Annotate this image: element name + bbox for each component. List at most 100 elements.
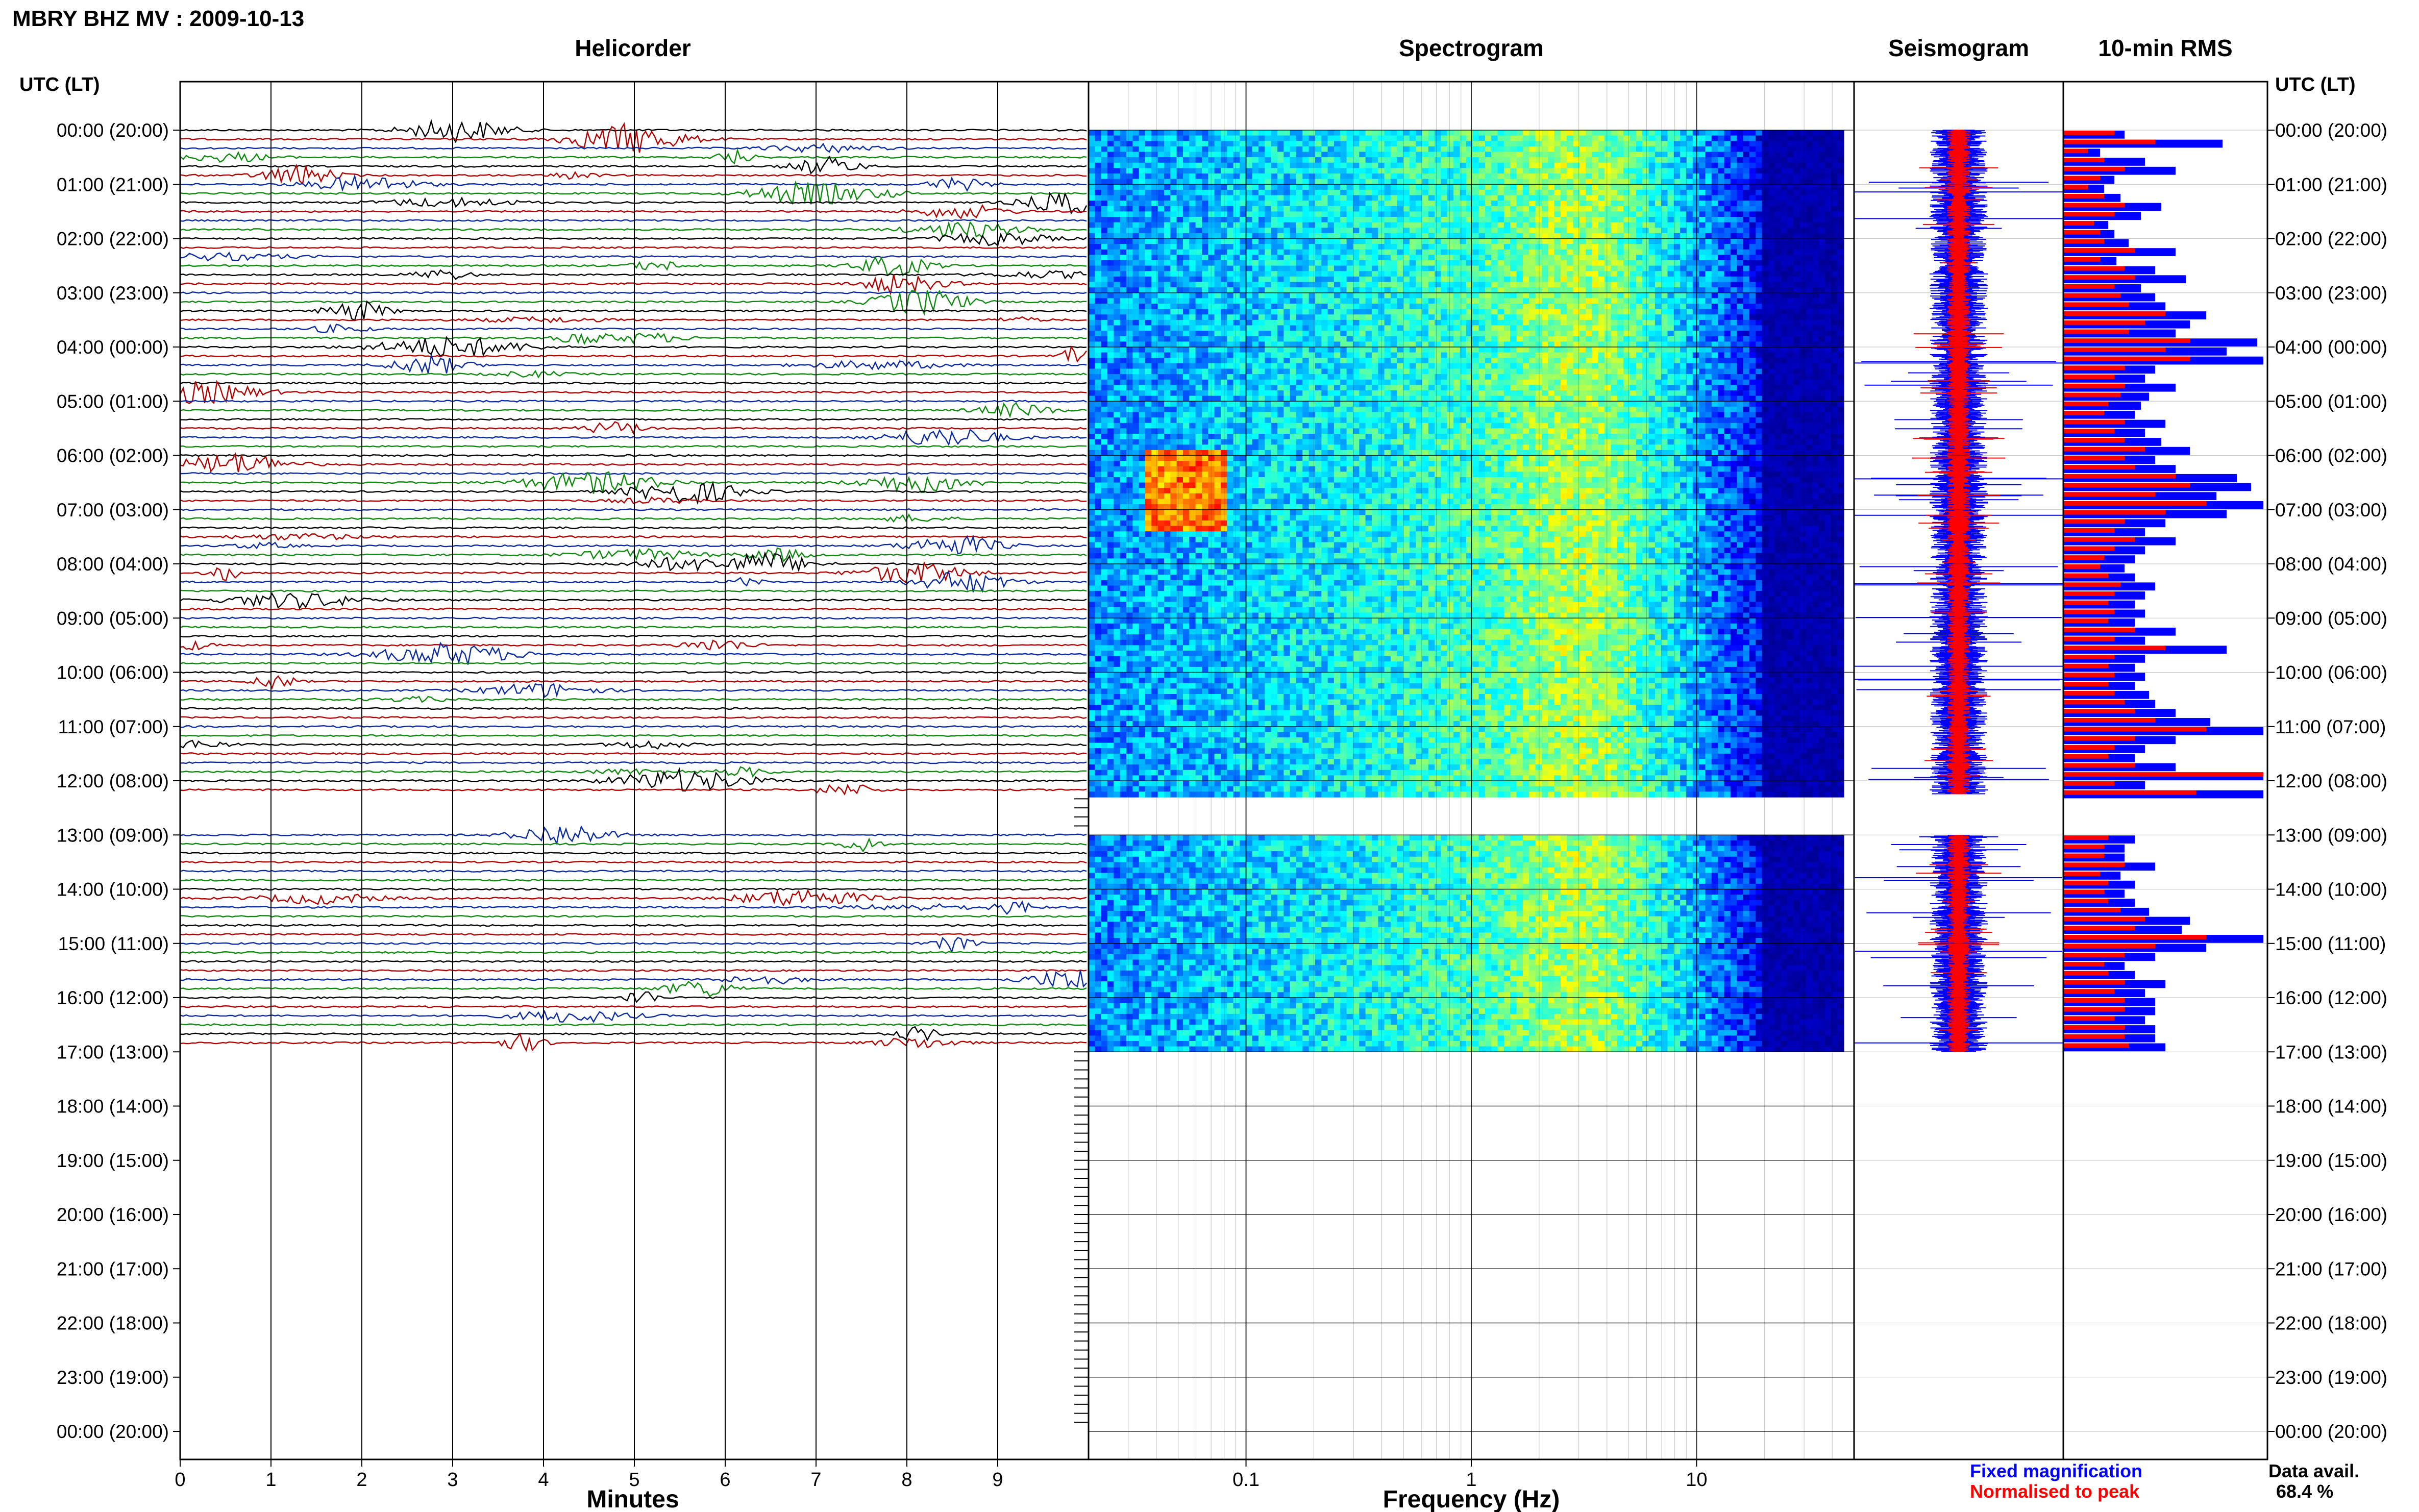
spectrogram-cell	[1756, 336, 1763, 342]
spectrogram-cell	[1718, 184, 1725, 190]
spectrogram-cell	[1516, 336, 1523, 342]
helicorder-trace	[180, 534, 1087, 555]
spectrogram-cell	[1818, 298, 1825, 304]
spectrogram-cell	[1837, 282, 1844, 288]
spectrogram-cell	[1806, 217, 1813, 223]
spectrogram-cell	[1806, 336, 1813, 342]
spectrogram-cell	[1352, 184, 1360, 190]
spectrogram-cell	[1095, 304, 1102, 310]
spectrogram-cell	[1692, 233, 1699, 239]
spectrogram-cell	[1139, 276, 1146, 283]
spectrogram-cell	[1636, 184, 1643, 190]
spectrogram-cell	[1346, 276, 1353, 283]
spectrogram-cell	[1258, 179, 1266, 185]
spectrogram-cell	[1718, 152, 1725, 158]
spectrogram-cell	[1416, 304, 1423, 310]
spectrogram-cell	[1724, 184, 1731, 190]
spectrogram-cell	[1302, 228, 1310, 234]
spectrogram-cell	[1151, 331, 1158, 337]
spectrogram-cell	[1787, 309, 1794, 315]
spectrogram-cell	[1164, 206, 1171, 212]
spectrogram-cell	[1718, 336, 1725, 342]
spectrogram-cell	[1799, 135, 1807, 141]
spectrogram-cell	[1416, 271, 1423, 277]
spectrogram-cell	[1252, 217, 1259, 223]
spectrogram-cell	[1283, 282, 1291, 288]
spectrogram-cell	[1246, 319, 1253, 326]
spectrogram-cell	[1510, 184, 1517, 190]
spectrogram-cell	[1202, 184, 1209, 190]
spectrogram-cell	[1548, 298, 1555, 304]
spectrogram-cell	[1516, 201, 1523, 207]
spectrogram-cell	[1095, 265, 1102, 271]
spectrogram-cell	[1151, 162, 1158, 169]
spectrogram-cell	[1497, 238, 1504, 244]
spectrogram-cell	[1567, 325, 1574, 331]
spectrogram-cell	[1529, 249, 1536, 256]
spectrogram-cell	[1258, 130, 1266, 136]
spectrogram-cell	[1655, 282, 1662, 288]
spectrogram-cell	[1101, 271, 1108, 277]
spectrogram-cell	[1441, 309, 1448, 315]
spectrogram-cell	[1598, 173, 1605, 180]
spectrogram-cell	[1315, 217, 1322, 223]
spectrogram-cell	[1334, 141, 1341, 147]
spectrogram-cell	[1756, 184, 1763, 190]
spectrogram-cell	[1485, 217, 1492, 223]
spectrogram-cell	[1749, 130, 1756, 136]
spectrogram-cell	[1151, 189, 1158, 196]
spectrogram-cell	[1762, 141, 1769, 147]
spectrogram-cell	[1346, 206, 1353, 212]
spectrogram-cell	[1384, 222, 1391, 228]
spectrogram-cell	[1592, 233, 1599, 239]
spectrogram-cell	[1302, 179, 1310, 185]
spectrogram-cell	[1472, 238, 1479, 244]
spectrogram-cell	[1089, 195, 1096, 201]
spectrogram-cell	[1692, 255, 1699, 261]
spectrogram-cell	[1573, 282, 1580, 288]
spectrogram-cell	[1378, 265, 1385, 271]
spectrogram-cell	[1145, 244, 1152, 250]
spectrogram-cell	[1403, 238, 1410, 244]
spectrogram-cell	[1485, 325, 1492, 331]
spectrogram-cell	[1655, 228, 1662, 234]
spectrogram-cell	[1265, 157, 1272, 163]
spectrogram-cell	[1586, 331, 1593, 337]
spectrogram-cell	[1824, 298, 1832, 304]
spectrogram-cell	[1692, 331, 1699, 337]
spectrogram-cell	[1535, 162, 1542, 169]
spectrogram-cell	[1579, 276, 1586, 283]
spectrogram-cell	[1151, 298, 1158, 304]
spectrogram-cell	[1126, 341, 1133, 348]
spectrogram-cell	[1673, 271, 1681, 277]
spectrogram-cell	[1497, 292, 1504, 299]
spectrogram-cell	[1397, 341, 1404, 348]
spectrogram-cell	[1756, 260, 1763, 266]
spectrogram-cell	[1435, 211, 1442, 217]
spectrogram-cell	[1246, 325, 1253, 331]
spectrogram-cell	[1327, 238, 1335, 244]
spectrogram-cell	[1221, 292, 1228, 299]
spectrogram-cell	[1453, 135, 1461, 141]
spectrogram-cell	[1132, 331, 1140, 337]
spectrogram-cell	[1497, 189, 1504, 196]
spectrogram-cell	[1422, 287, 1429, 293]
spectrogram-cell	[1831, 276, 1838, 283]
spectrogram-cell	[1724, 249, 1731, 256]
spectrogram-cell	[1592, 282, 1599, 288]
spectrogram-cell	[1371, 152, 1378, 158]
spectrogram-cell	[1567, 336, 1574, 342]
spectrogram-cell	[1730, 146, 1737, 153]
spectrogram-cell	[1548, 206, 1555, 212]
spectrogram-cell	[1661, 222, 1668, 228]
spectrogram-cell	[1409, 331, 1416, 337]
spectrogram-cell	[1623, 265, 1631, 271]
spectrogram-cell	[1176, 309, 1183, 315]
spectrogram-cell	[1170, 152, 1177, 158]
spectrogram-cell	[1673, 228, 1681, 234]
spectrogram-cell	[1384, 265, 1391, 271]
spectrogram-cell	[1283, 309, 1291, 315]
spectrogram-cell	[1824, 217, 1832, 223]
spectrogram-cell	[1095, 244, 1102, 250]
spectrogram-cell	[1516, 331, 1523, 337]
